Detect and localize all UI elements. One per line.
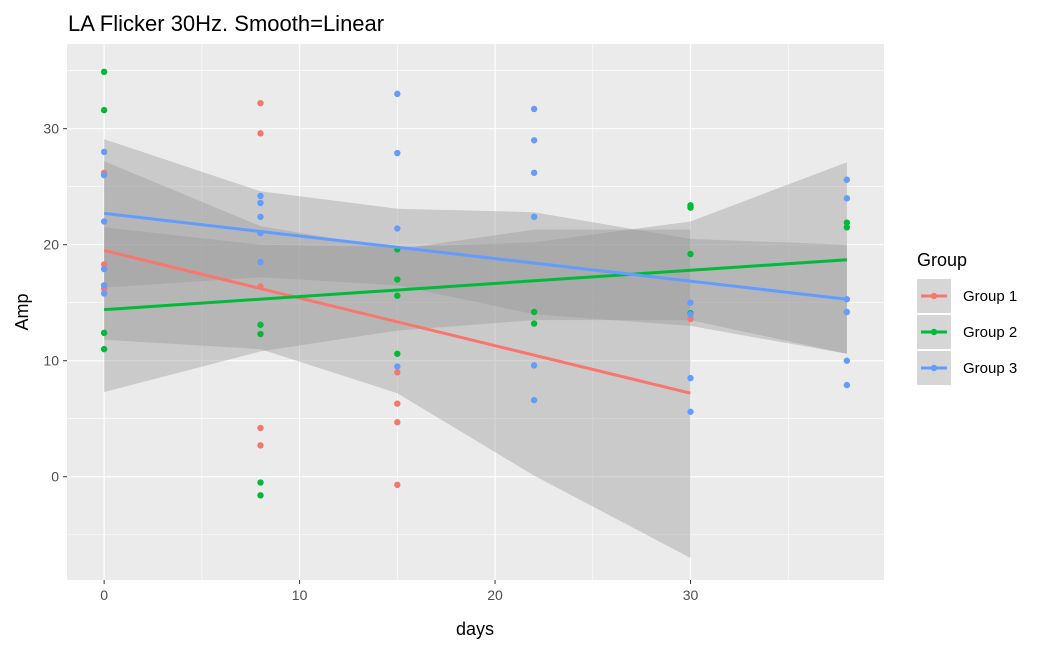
confidence-band-group-2 bbox=[104, 162, 847, 393]
fit-line-group-3 bbox=[103, 211, 848, 301]
point-group-2 bbox=[100, 106, 108, 114]
point-group-2 bbox=[394, 292, 401, 299]
point-group-2 bbox=[394, 276, 401, 283]
legend-key-group-1 bbox=[917, 279, 951, 313]
legend-label-group-2: Group 2 bbox=[963, 324, 1017, 341]
confidence-band-group-3 bbox=[104, 139, 847, 354]
point-group-2 bbox=[843, 219, 851, 226]
point-group-3 bbox=[394, 149, 401, 157]
x-tick-label: 20 bbox=[487, 587, 503, 603]
point-group-1 bbox=[257, 442, 264, 449]
point-group-1 bbox=[257, 99, 264, 107]
point-group-2 bbox=[530, 308, 538, 316]
point-group-3 bbox=[394, 225, 401, 232]
legend-key-point bbox=[930, 292, 938, 300]
legend: Group Group 1 Group 2 Group 3 bbox=[917, 250, 1017, 385]
point-group-3 bbox=[257, 213, 264, 221]
x-tick-label: 30 bbox=[683, 587, 699, 603]
point-group-1 bbox=[394, 400, 401, 407]
point-group-2 bbox=[257, 321, 264, 328]
x-axis-title: days bbox=[456, 619, 494, 639]
point-group-3 bbox=[257, 199, 264, 207]
legend-key-group-2 bbox=[917, 315, 951, 349]
point-group-2 bbox=[100, 329, 108, 337]
y-tick-label: 20 bbox=[43, 237, 59, 253]
grid-major bbox=[67, 44, 884, 580]
confidence-bands bbox=[104, 139, 847, 558]
point-group-3 bbox=[100, 265, 108, 273]
point-group-3 bbox=[394, 363, 401, 370]
point-group-2 bbox=[257, 492, 264, 499]
point-group-3 bbox=[394, 90, 401, 98]
y-axis-ticks: 0 10 20 30 bbox=[43, 121, 67, 485]
point-group-3 bbox=[100, 290, 108, 297]
x-axis-ticks: 0 10 20 30 bbox=[100, 580, 698, 603]
point-group-2 bbox=[100, 68, 108, 76]
point-group-3 bbox=[843, 308, 851, 316]
point-group-2 bbox=[530, 320, 538, 327]
point-group-3 bbox=[687, 299, 694, 306]
point-group-3 bbox=[687, 408, 694, 415]
legend-key-point bbox=[930, 328, 938, 336]
y-tick-label: 10 bbox=[43, 353, 59, 369]
point-group-2 bbox=[394, 350, 401, 357]
point-group-3 bbox=[530, 105, 538, 113]
point-group-3 bbox=[687, 374, 694, 382]
fit-line-group-1 bbox=[103, 249, 691, 395]
point-group-3 bbox=[530, 213, 538, 221]
point-group-3 bbox=[843, 195, 851, 202]
point-group-3 bbox=[843, 357, 851, 364]
point-group-2 bbox=[843, 224, 851, 231]
grid-minor bbox=[67, 44, 884, 580]
point-group-3 bbox=[100, 171, 108, 179]
legend-key-group-3 bbox=[917, 351, 951, 385]
point-group-1 bbox=[394, 369, 401, 376]
point-group-3 bbox=[257, 192, 264, 200]
point-group-3 bbox=[530, 396, 538, 404]
point-group-1 bbox=[687, 315, 694, 323]
point-group-3 bbox=[100, 282, 108, 289]
y-tick-label: 30 bbox=[43, 121, 59, 137]
point-group-3 bbox=[530, 362, 538, 369]
point-group-3 bbox=[687, 311, 694, 318]
point-group-3 bbox=[530, 137, 538, 144]
x-tick-label: 0 bbox=[100, 587, 108, 603]
x-tick-label: 10 bbox=[292, 587, 308, 603]
legend-key-point bbox=[930, 364, 938, 372]
y-tick-label: 0 bbox=[51, 469, 59, 485]
y-axis-title: Amp bbox=[12, 293, 32, 330]
legend-label-group-3: Group 3 bbox=[963, 360, 1017, 377]
point-group-3 bbox=[100, 148, 108, 156]
point-group-3 bbox=[843, 381, 851, 389]
point-group-1 bbox=[100, 261, 108, 268]
point-group-1 bbox=[257, 424, 264, 432]
fit-lines bbox=[103, 211, 848, 395]
point-group-2 bbox=[257, 330, 264, 338]
point-group-2 bbox=[257, 479, 264, 486]
point-group-3 bbox=[843, 176, 851, 183]
point-group-2 bbox=[687, 250, 694, 258]
point-group-1 bbox=[394, 481, 401, 489]
point-group-2 bbox=[100, 345, 108, 353]
legend-title: Group bbox=[917, 250, 967, 270]
plot-panel bbox=[67, 44, 884, 580]
point-group-1 bbox=[257, 130, 264, 137]
point-group-3 bbox=[530, 169, 538, 176]
point-group-3 bbox=[100, 218, 108, 225]
legend-label-group-1: Group 1 bbox=[963, 288, 1017, 305]
point-group-3 bbox=[257, 258, 264, 266]
chart-title: LA Flicker 30Hz. Smooth=Linear bbox=[68, 11, 384, 36]
point-group-2 bbox=[687, 204, 694, 211]
confidence-band-group-1 bbox=[104, 161, 691, 558]
fit-line-group-2 bbox=[104, 258, 847, 312]
point-group-1 bbox=[394, 419, 401, 426]
